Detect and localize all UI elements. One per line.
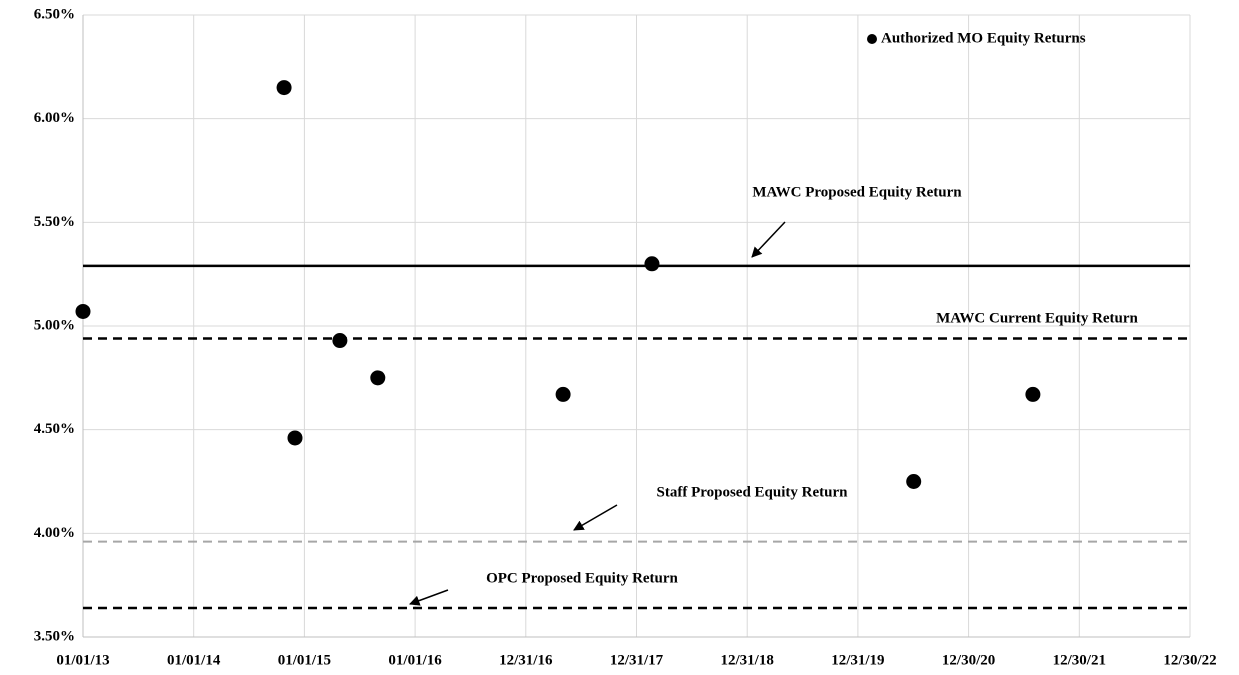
x-tick-label: 12/31/17 (610, 652, 664, 668)
x-tick-label: 01/01/14 (167, 652, 221, 668)
reference-label: Staff Proposed Equity Return (657, 484, 849, 500)
x-tick-label: 12/30/22 (1163, 652, 1216, 668)
point (644, 256, 660, 272)
point (287, 430, 303, 446)
y-tick-label: 5.00% (34, 317, 75, 333)
point (370, 370, 386, 386)
reference-label: MAWC Current Equity Return (936, 310, 1138, 326)
legend-marker (867, 34, 877, 44)
x-tick-label: 01/01/13 (56, 652, 109, 668)
y-tick-label: 4.00% (34, 525, 75, 541)
y-tick-label: 6.00% (34, 110, 75, 126)
y-tick-label: 4.50% (34, 421, 75, 437)
annotation-arrow (409, 589, 449, 606)
y-tick-label: 5.50% (34, 214, 75, 230)
x-tick-label: 01/01/16 (388, 652, 442, 668)
point (906, 474, 922, 489)
x-tick-label: 12/31/16 (499, 652, 553, 668)
x-tick-label: 01/01/15 (278, 652, 331, 668)
point (1025, 386, 1041, 402)
y-tick-label: 6.50% (34, 6, 75, 22)
y-tick-label: 3.50% (34, 628, 75, 644)
point (75, 303, 91, 319)
legend-label: Authorized MO Equity Returns (881, 30, 1086, 46)
x-tick-label: 12/31/18 (721, 652, 774, 668)
x-tick-label: 12/31/19 (831, 652, 884, 668)
point (555, 386, 571, 402)
point (276, 80, 292, 96)
x-tick-label: 12/30/20 (942, 652, 995, 668)
annotation-arrow (573, 504, 618, 531)
annotation-arrow (751, 221, 786, 258)
reference-label: MAWC Proposed Equity Return (752, 184, 962, 200)
x-tick-label: 12/30/21 (1053, 652, 1106, 668)
reference-label: OPC Proposed Equity Return (486, 570, 678, 586)
point (332, 333, 348, 349)
